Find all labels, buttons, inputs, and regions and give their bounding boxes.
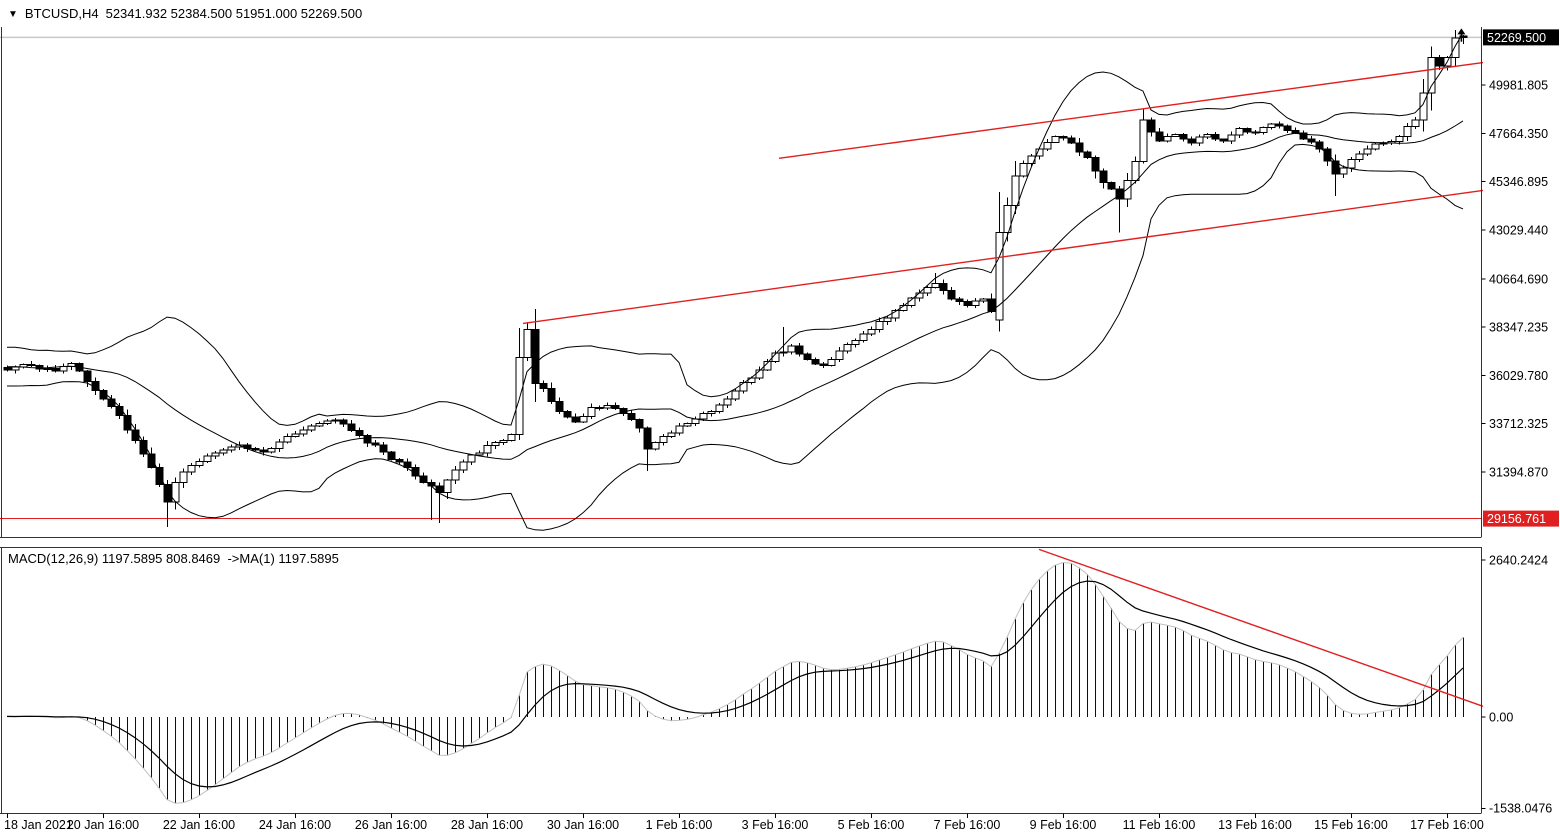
time-axis-label: 26 Jan 16:00 (355, 818, 427, 832)
chart-header: ▼ BTCUSD,H4 52341.932 52384.500 51951.00… (8, 6, 362, 21)
bollinger-middle-band (6, 120, 1464, 460)
price-axis-label: 40664.690 (1489, 272, 1548, 286)
time-axis-label: 7 Feb 16:00 (934, 818, 1001, 832)
macd-indicator-label: MACD(12,26,9) 1197.5895 808.8469 ->MA(1)… (8, 551, 339, 566)
collapse-arrow-icon[interactable]: ▼ (8, 8, 18, 20)
time-axis-label: 13 Feb 16:00 (1218, 818, 1292, 832)
macd-axis-label: 2640.2424 (1489, 554, 1548, 568)
macd-axis-label: -1538.0476 (1489, 802, 1552, 816)
level-price-box-label: 29156.761 (1487, 512, 1546, 526)
current-price-box-label: 52269.500 (1487, 31, 1546, 45)
macd-axis-label: 0.00 (1489, 711, 1513, 725)
price-axis-label: 38347.235 (1489, 321, 1548, 335)
ohlc-values: 52341.932 52384.500 51951.000 52269.500 (105, 6, 363, 21)
time-axis-label: 17 Feb 16:00 (1410, 818, 1484, 832)
time-axis-label: 28 Jan 16:00 (451, 818, 523, 832)
price-axis-label: 33712.325 (1489, 417, 1548, 431)
time-axis-label: 22 Jan 16:00 (163, 818, 235, 832)
price-axis-label: 49981.805 (1489, 79, 1548, 93)
time-axis-label: 11 Feb 16:00 (1123, 818, 1196, 832)
arrow-up-head (1457, 28, 1466, 35)
time-axis-label: 24 Jan 16:00 (259, 818, 331, 832)
level-price-box (1483, 510, 1559, 527)
time-axis-label: 30 Jan 16:00 (547, 818, 619, 832)
price-axis-label: 45346.895 (1489, 175, 1548, 189)
current-price-box (1483, 29, 1559, 46)
time-axis-label: 18 Jan 2021 (4, 818, 73, 832)
macd-axis: 2640.2424 0.00 -1538.0476 (1481, 554, 1552, 816)
time-axis-label: 1 Feb 16:00 (646, 818, 713, 832)
time-axis-label: 15 Feb 16:00 (1314, 818, 1388, 832)
price-axis-label: 47664.350 (1489, 127, 1548, 141)
macd-histogram (7, 562, 1464, 804)
price-axis: 49981.805 47664.350 45346.895 43029.440 4066… (1481, 29, 1559, 527)
time-axis-label: 3 Feb 16:00 (742, 818, 809, 832)
price-axis-label: 36029.780 (1489, 369, 1548, 383)
time-axis-label: 20 Jan 16:00 (67, 818, 139, 832)
symbol-period-label: BTCUSD,H4 (24, 6, 99, 21)
trendline-1[interactable] (778, 61, 1484, 160)
macd-signal-line (6, 580, 1464, 788)
panel-frame (0, 27, 1482, 814)
trendline-2[interactable] (522, 189, 1484, 325)
price-axis-label: 43029.440 (1489, 223, 1548, 237)
time-axis-label: 5 Feb 16:00 (838, 818, 905, 832)
trendline-3[interactable] (1038, 548, 1484, 707)
bollinger-lower-band (7, 143, 1464, 531)
bollinger-upper-band (6, 32, 1464, 426)
time-axis-label: 9 Feb 16:00 (1030, 818, 1097, 832)
macd-outline-line (7, 561, 1464, 804)
price-axis-label: 31394.870 (1489, 466, 1548, 480)
